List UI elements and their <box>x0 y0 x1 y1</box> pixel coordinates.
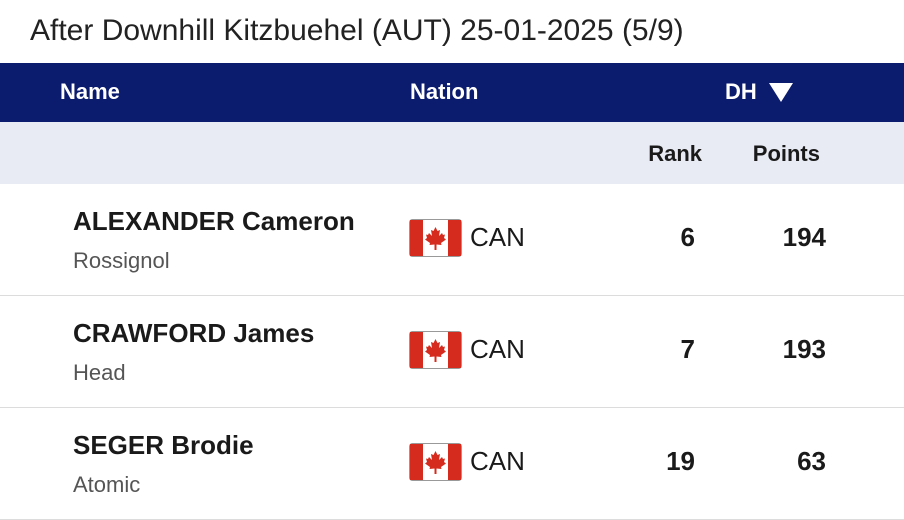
subheader-rank: Rank <box>648 141 702 166</box>
athlete-name: SEGER Brodie <box>73 430 254 460</box>
rank: 19 <box>666 446 695 476</box>
table-row[interactable]: ALEXANDER Cameron Rossignol CAN 6 194 <box>0 184 904 296</box>
page-title: After Downhill Kitzbuehel (AUT) 25-01-20… <box>30 14 684 47</box>
table-header: Name Nation DH <box>0 63 904 122</box>
points: 194 <box>782 222 826 252</box>
sort-icon[interactable] <box>769 83 793 103</box>
nation-code: CAN <box>470 446 525 476</box>
flag-icon <box>409 443 462 486</box>
nation-code: CAN <box>470 334 525 364</box>
points: 63 <box>797 446 826 476</box>
rank: 7 <box>680 334 695 364</box>
flag-icon <box>409 331 462 374</box>
nation-code: CAN <box>470 222 525 252</box>
table-row[interactable]: CRAWFORD James Head CAN 7 193 <box>0 296 904 408</box>
athlete-name: ALEXANDER Cameron <box>73 206 355 236</box>
flag-icon <box>409 219 462 262</box>
header-discipline[interactable]: DH <box>725 79 757 104</box>
subheader-points: Points <box>752 141 820 166</box>
rank: 6 <box>680 222 695 252</box>
header-nation: Nation <box>410 79 479 104</box>
table-row[interactable]: SEGER Brodie Atomic CAN 19 63 <box>0 408 904 520</box>
points: 193 <box>782 334 826 364</box>
ski-brand: Rossignol <box>73 248 170 273</box>
table-subheader: Rank Points <box>0 122 904 184</box>
ski-brand: Atomic <box>73 472 141 497</box>
header-name: Name <box>60 79 120 104</box>
athlete-name: CRAWFORD James <box>73 318 315 348</box>
ski-brand: Head <box>73 360 126 385</box>
